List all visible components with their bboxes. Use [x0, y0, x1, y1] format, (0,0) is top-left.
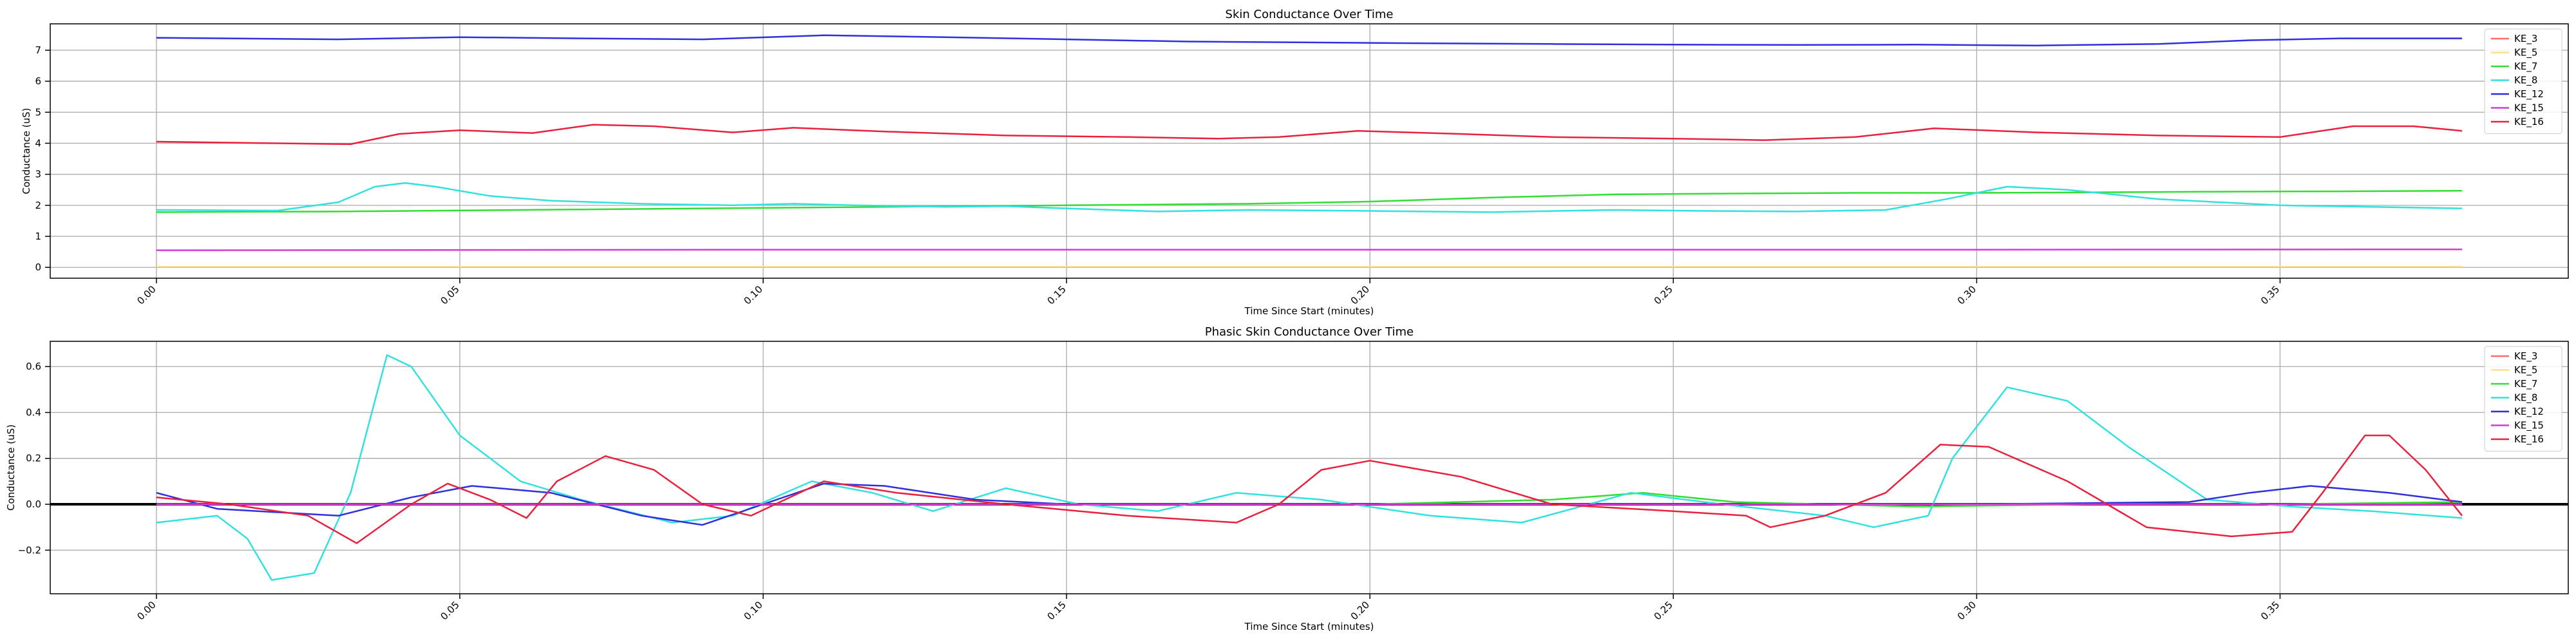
x-tick-label: 0.30: [1955, 599, 1978, 622]
legend-label-ke_15: KE_15: [2514, 102, 2544, 115]
chart-title: Skin Conductance Over Time: [1226, 8, 1394, 21]
x-tick-label: 0.25: [1652, 283, 1675, 307]
x-tick-label: 0.00: [135, 599, 158, 622]
y-tick-label: 3: [35, 169, 41, 180]
legend-label-ke_3: KE_3: [2514, 350, 2537, 363]
y-tick-label: 0.4: [26, 406, 41, 418]
y-tick-label: 1: [35, 231, 41, 242]
chart-2: 0.00 0.05 0.10 0.15 0.20 0.25 0.30 0.35 −0.2 0.0 0…: [5, 325, 2569, 632]
series-line-ke_16: [156, 434, 2463, 544]
series-line-ke_15: [156, 248, 2463, 251]
legend-label-ke_7: KE_7: [2514, 61, 2537, 73]
series-line-ke_16: [156, 124, 2463, 146]
y-axis-label: Conductance (uS): [21, 108, 32, 194]
y-tick-label: 6: [35, 75, 41, 87]
x-tick-label: 0.20: [1349, 283, 1372, 307]
axes-frame: [50, 341, 2569, 594]
x-tick-label: 0.05: [438, 283, 461, 307]
legend-label-ke_7: KE_7: [2514, 378, 2537, 390]
x-tick-label: 0.30: [1955, 283, 1978, 307]
y-tick-label: 5: [35, 106, 41, 118]
y-tick-label: 2: [35, 200, 41, 211]
x-tick-label: 0.15: [1045, 283, 1068, 307]
x-tick-label: 0.05: [438, 599, 461, 622]
series-line-ke_12: [156, 34, 2463, 46]
x-tick-label: 0.10: [742, 599, 765, 622]
x-tick-label: 0.35: [2259, 283, 2282, 307]
y-tick-label: −0.2: [18, 544, 41, 556]
legend-label-ke_12: KE_12: [2514, 406, 2544, 418]
series-line-ke_7: [156, 189, 2463, 213]
x-tick-label: 0.15: [1045, 599, 1068, 622]
axes-frame: [50, 23, 2569, 279]
x-tick-label: 0.20: [1349, 599, 1372, 622]
y-tick-label: 0.6: [26, 361, 41, 372]
legend-label-ke_3: KE_3: [2514, 33, 2537, 45]
x-axis-label: Time Since Start (minutes): [1244, 305, 1374, 317]
chart-1: 0.00 0.05 0.10 0.15 0.20 0.25 0.30 0.35 0 1 2 3 4 5 6 7…: [21, 8, 2569, 317]
legend-label-ke_5: KE_5: [2514, 47, 2537, 59]
legend-label-ke_16: KE_16: [2514, 116, 2544, 128]
legend-label-ke_5: KE_5: [2514, 365, 2537, 377]
x-tick-label: 0.10: [742, 283, 765, 307]
x-axis-label: Time Since Start (minutes): [1244, 621, 1374, 632]
x-tick-label: 0.25: [1652, 599, 1675, 622]
legend-label-ke_8: KE_8: [2514, 75, 2537, 87]
series-line-ke_8: [156, 354, 2463, 581]
legend-label-ke_16: KE_16: [2514, 433, 2544, 446]
y-tick-label: 0: [35, 261, 41, 273]
y-tick-label: 7: [35, 44, 41, 56]
x-tick-label: 0.35: [2259, 599, 2282, 622]
legend-label-ke_8: KE_8: [2514, 392, 2537, 404]
legend-label-ke_12: KE_12: [2514, 88, 2544, 100]
y-tick-label: 0.0: [26, 498, 41, 510]
series-line-ke_8: [156, 182, 2463, 213]
y-tick-label: 0.2: [26, 453, 41, 464]
chart-title: Phasic Skin Conductance Over Time: [1205, 325, 1414, 339]
x-tick-label: 0.00: [135, 283, 158, 307]
legend-label-ke_15: KE_15: [2514, 420, 2544, 432]
y-tick-label: 4: [35, 137, 41, 149]
y-axis-label: Conductance (uS): [5, 424, 17, 511]
